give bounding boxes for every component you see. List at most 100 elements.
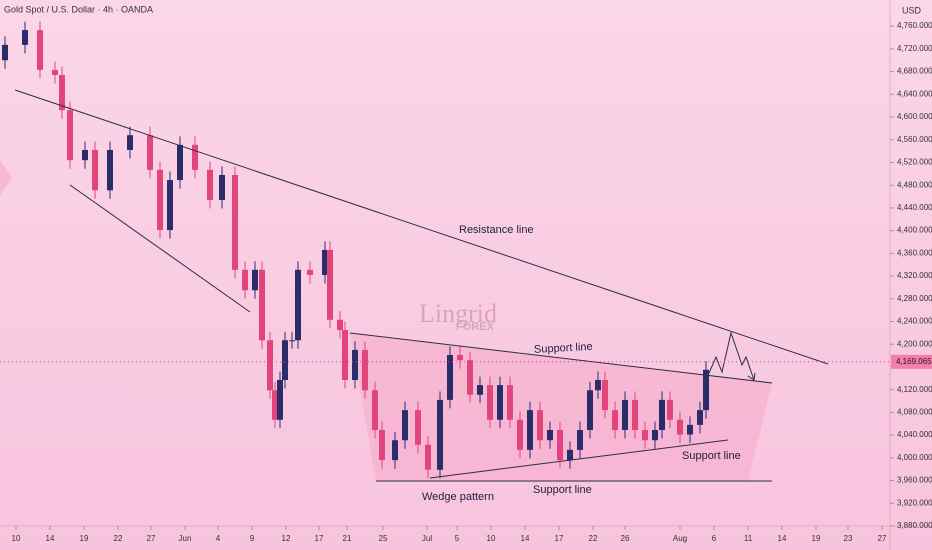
x-tick-label: Jun xyxy=(179,534,192,543)
y-tick-label: 4,520.000 xyxy=(897,158,932,167)
channel-line xyxy=(69,184,251,313)
candle-body xyxy=(677,419,683,435)
candle-body xyxy=(277,380,283,420)
candle-body xyxy=(392,440,398,461)
x-tick-label: Jul xyxy=(422,534,432,543)
candle-body xyxy=(272,390,278,420)
candle-body xyxy=(82,149,88,161)
candle-body xyxy=(127,135,133,150)
annotation: Support line xyxy=(534,341,593,356)
upper-support-line xyxy=(349,332,773,384)
annotation: Resistance line xyxy=(459,224,534,236)
x-tick-label: 25 xyxy=(379,534,388,543)
x-tick-label: 14 xyxy=(521,534,530,543)
candle-body xyxy=(289,340,295,342)
candle-body xyxy=(467,360,473,395)
candle-body xyxy=(487,385,493,420)
candle-body xyxy=(282,340,288,381)
x-tick-label: Aug xyxy=(673,534,687,543)
candle-body xyxy=(252,269,258,291)
x-tick-label: 14 xyxy=(46,534,55,543)
x-tick-label: 19 xyxy=(80,534,89,543)
x-tick-label: 26 xyxy=(621,534,630,543)
candle-body xyxy=(567,449,573,461)
candle-body xyxy=(307,269,313,275)
candle-body xyxy=(232,174,238,270)
candle-body xyxy=(177,144,183,181)
y-tick-label: 4,440.000 xyxy=(897,203,932,212)
x-tick-label: 6 xyxy=(712,534,717,543)
candle-body xyxy=(595,380,601,391)
y-tick-label: 3,920.000 xyxy=(897,498,932,507)
chart-title: Gold Spot / U.S. Dollar · 4h · OANDA xyxy=(4,4,153,14)
candle-body xyxy=(703,369,709,411)
candle-body xyxy=(477,385,483,395)
watermark-logo: Lingrid xyxy=(419,299,497,328)
candle-body xyxy=(457,355,463,361)
candle-body xyxy=(167,180,173,231)
y-tick-label: 3,960.000 xyxy=(897,476,932,485)
x-tick-label: 22 xyxy=(589,534,598,543)
candle-body xyxy=(497,385,503,420)
x-tick-label: 11 xyxy=(744,534,753,543)
axis-unit: USD xyxy=(902,5,922,15)
candle-body xyxy=(107,149,113,191)
y-tick-label: 4,680.000 xyxy=(897,67,932,76)
candle-body xyxy=(207,169,213,200)
y-tick-label: 4,640.000 xyxy=(897,89,932,98)
x-tick-label: 4 xyxy=(216,534,221,543)
x-tick-label: 10 xyxy=(12,534,21,543)
candle-body xyxy=(415,410,421,445)
y-tick-label: 4,480.000 xyxy=(897,180,932,189)
candle-body xyxy=(219,174,225,200)
y-tick-label: 4,400.000 xyxy=(897,226,932,235)
y-tick-label: 4,280.000 xyxy=(897,294,932,303)
resistance-line xyxy=(14,89,829,365)
candle-body xyxy=(612,410,618,431)
candle-body xyxy=(362,349,368,391)
candle-body xyxy=(59,74,65,111)
x-tick-label: 22 xyxy=(114,534,123,543)
candle-body xyxy=(697,410,703,425)
candle-body xyxy=(447,355,453,400)
lower-support-line xyxy=(429,439,729,479)
y-tick-label: 4,200.000 xyxy=(897,339,932,348)
x-tick-label: 19 xyxy=(812,534,821,543)
wedge-zone xyxy=(350,333,772,481)
candle-body xyxy=(242,269,248,291)
y-tick-label: 4,080.000 xyxy=(897,408,932,417)
x-tick-label: 27 xyxy=(147,534,156,543)
candle-body xyxy=(52,69,58,75)
y-tick-label: 4,120.000 xyxy=(897,385,932,394)
y-tick-label: 4,360.000 xyxy=(897,248,932,257)
candle-body xyxy=(295,269,301,341)
candle-body xyxy=(352,349,358,381)
candle-body xyxy=(22,30,28,45)
candle-body xyxy=(577,430,583,450)
candle-body xyxy=(437,399,443,470)
x-tick-label: 12 xyxy=(282,534,291,543)
candle-body xyxy=(342,330,348,381)
x-tick-label: 10 xyxy=(487,534,496,543)
candle-body xyxy=(327,249,333,320)
x-tick-label: 17 xyxy=(555,534,564,543)
candle-body xyxy=(507,385,513,420)
y-tick-label: 4,760.000 xyxy=(897,21,932,30)
y-tick-label: 4,320.000 xyxy=(897,271,932,280)
y-tick-label: 4,240.000 xyxy=(897,317,932,326)
candle-body xyxy=(379,430,385,461)
candle-body xyxy=(322,249,328,275)
candle-body xyxy=(37,30,43,70)
annotation: Support line xyxy=(682,450,741,462)
x-tick-label: 9 xyxy=(250,534,255,543)
candle-body xyxy=(259,269,265,341)
y-tick-label: 4,720.000 xyxy=(897,44,932,53)
x-tick-label: 21 xyxy=(343,534,352,543)
candle-body xyxy=(92,149,98,191)
candle-body xyxy=(632,399,638,431)
candle-body xyxy=(652,430,658,441)
candle-body xyxy=(622,399,628,431)
candle-body xyxy=(642,430,648,441)
candle-body xyxy=(147,135,153,170)
